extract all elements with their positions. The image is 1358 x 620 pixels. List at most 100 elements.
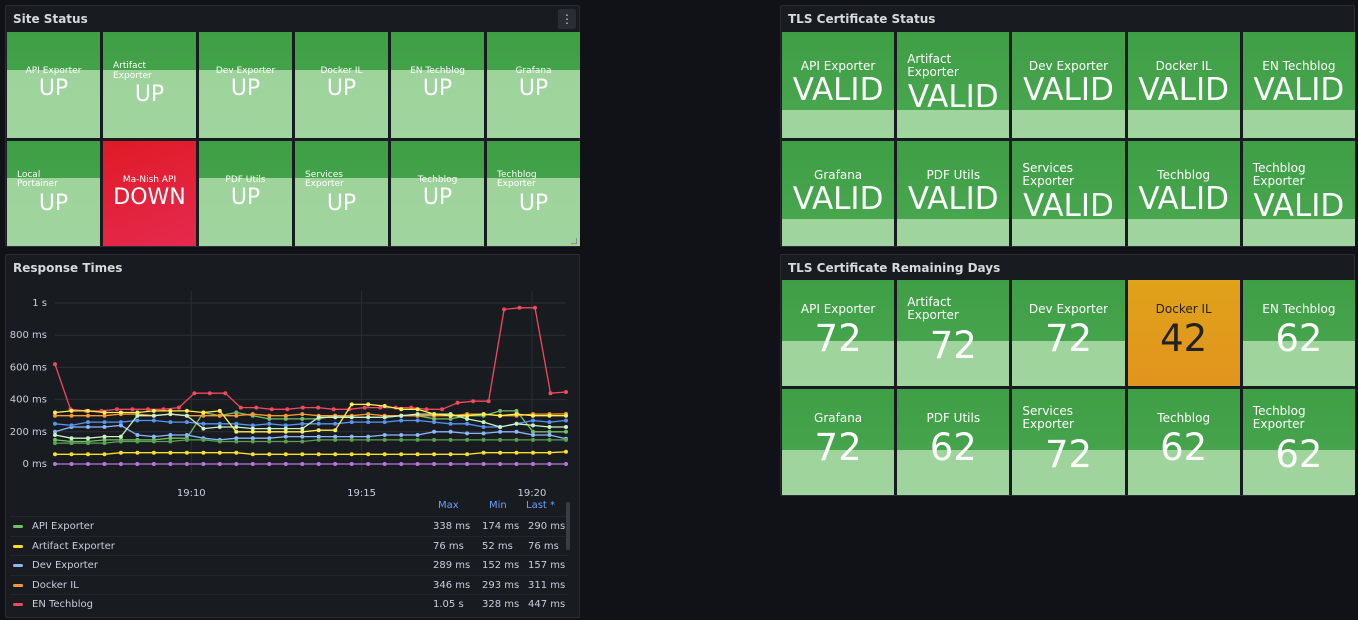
legend-max: 1.05 s xyxy=(433,599,464,610)
legend-row[interactable]: API Exporter 338 ms 174 ms 290 ms xyxy=(10,516,568,536)
tile-label: Techblog Exporter xyxy=(1252,404,1306,432)
tile-value: 62 xyxy=(929,426,977,469)
legend-header-max[interactable]: Max xyxy=(438,500,459,511)
tls-days-tile[interactable]: Docker IL 42 xyxy=(1127,280,1240,386)
site-status-tile[interactable]: Docker IL UP xyxy=(295,32,388,138)
tile-sparkline xyxy=(391,178,484,246)
resize-handle[interactable] xyxy=(571,238,577,244)
tile-value: UP xyxy=(230,76,261,101)
tls-status-tile[interactable]: Docker IL VALID xyxy=(1127,32,1240,138)
tile-sparkline xyxy=(1012,110,1125,138)
legend-name: Dev Exporter xyxy=(32,560,98,571)
legend-row[interactable]: Dev Exporter 289 ms 152 ms 157 ms xyxy=(10,555,568,575)
tls-status-tile[interactable]: Services Exporter VALID xyxy=(1012,140,1125,246)
legend-row[interactable]: Artifact Exporter 76 ms 52 ms 76 ms xyxy=(10,535,568,556)
site-status-tile[interactable]: Grafana UP xyxy=(487,32,580,138)
legend-header-last[interactable]: Last * xyxy=(526,500,556,511)
tile-value: UP xyxy=(422,76,453,101)
legend-last: 290 ms xyxy=(528,521,566,532)
tile-sparkline xyxy=(199,69,292,138)
tile-value: VALID xyxy=(1138,180,1230,217)
tile-value: UP xyxy=(38,76,69,101)
tile-value: VALID xyxy=(1023,187,1114,224)
panel-title[interactable]: TLS Certificate Status xyxy=(788,12,936,26)
tls-days-tile[interactable]: Dev Exporter 72 xyxy=(1012,280,1125,386)
tile-label: Docker IL xyxy=(320,66,363,76)
tile-sparkline xyxy=(1242,341,1355,386)
tile-label: Techblog xyxy=(1157,167,1211,182)
tile-value: VALID xyxy=(907,180,999,217)
tls-days-tile[interactable]: Techblog 62 xyxy=(1127,389,1240,495)
site-status-tile[interactable]: API Exporter UP xyxy=(7,32,100,138)
tls-status-tile[interactable]: Dev Exporter VALID xyxy=(1012,32,1125,138)
tls-status-tile[interactable]: Grafana VALID xyxy=(782,140,895,246)
tls-days-tile[interactable]: Services Exporter 72 xyxy=(1012,389,1125,495)
tile-label: Artifact Exporter xyxy=(907,52,959,80)
tls-days-tile[interactable]: EN Techblog 62 xyxy=(1242,280,1355,386)
tls-days-tile[interactable]: API Exporter 72 xyxy=(782,280,895,386)
tile-sparkline xyxy=(897,450,1010,495)
kebab-menu-icon[interactable]: ⋮ xyxy=(558,9,576,29)
legend-row[interactable]: EN Techblog 1.05 s 328 ms 447 ms xyxy=(10,594,568,614)
panel-title[interactable]: Site Status xyxy=(13,12,88,26)
site-status-tile[interactable]: Artifact Exporter UP xyxy=(103,32,196,138)
tls-days-tile[interactable]: Artifact Exporter 72 xyxy=(897,280,1010,386)
tile-label: API Exporter xyxy=(800,59,876,73)
panel-title[interactable]: TLS Certificate Remaining Days xyxy=(788,261,1001,275)
tls-status-tile[interactable]: Techblog VALID xyxy=(1127,140,1240,246)
tls-status-tile[interactable]: Artifact Exporter VALID xyxy=(897,32,1010,138)
tls-days-tile[interactable]: Techblog Exporter 62 xyxy=(1242,389,1355,495)
legend-min: 52 ms xyxy=(482,540,513,552)
legend-name: Artifact Exporter xyxy=(32,540,115,552)
tile-sparkline xyxy=(897,218,1010,246)
tls-status-tile[interactable]: API Exporter VALID xyxy=(782,32,895,138)
tile-label: PDF Utils xyxy=(225,174,266,185)
legend-min: 293 ms xyxy=(482,579,520,591)
tile-label: Services Exporter xyxy=(305,169,344,190)
tile-sparkline xyxy=(487,69,580,138)
tile-label: Artifact Exporter xyxy=(907,295,959,323)
legend-scrollbar[interactable] xyxy=(566,502,570,550)
tile-sparkline xyxy=(7,178,100,246)
tile-label: Services Exporter xyxy=(1022,160,1074,188)
tile-sparkline xyxy=(1127,110,1240,138)
site-status-tile[interactable]: Local Portainer UP xyxy=(7,140,100,246)
legend-row[interactable]: Docker IL 346 ms 293 ms 311 ms xyxy=(10,574,568,595)
tile-label: Techblog xyxy=(417,174,458,185)
tls-status-tile[interactable]: PDF Utils VALID xyxy=(897,140,1010,246)
legend-min: 328 ms xyxy=(482,599,520,610)
tile-value: 72 xyxy=(814,426,862,469)
tile-value: DOWN xyxy=(113,184,186,210)
tile-label: Dev Exporter xyxy=(1028,302,1109,316)
tile-label: Techblog Exporter xyxy=(1252,160,1306,188)
tile-label: EN Techblog xyxy=(1262,302,1336,316)
site-status-tile[interactable]: PDF Utils UP xyxy=(199,140,292,246)
tile-sparkline xyxy=(897,110,1010,138)
tls-days-tile[interactable]: PDF Utils 62 xyxy=(897,389,1010,495)
tile-sparkline xyxy=(1127,450,1240,495)
site-status-tile[interactable]: EN Techblog UP xyxy=(391,32,484,138)
tls-days-tile[interactable]: Grafana 72 xyxy=(782,389,895,495)
site-status-tile[interactable]: Ma-Nish API DOWN xyxy=(103,140,196,246)
site-status-tile[interactable]: Services Exporter UP xyxy=(295,140,388,246)
tile-value: UP xyxy=(326,76,357,101)
tile-value: 42 xyxy=(1160,317,1208,360)
tile-sparkline xyxy=(1012,450,1125,495)
tls-status-tile[interactable]: Techblog Exporter VALID xyxy=(1242,140,1355,246)
tls-days-panel: TLS Certificate Remaining Days API Expor… xyxy=(780,254,1355,496)
legend-header-min[interactable]: Min xyxy=(489,500,507,511)
site-status-tile[interactable]: Techblog UP xyxy=(391,140,484,246)
tls-status-tile[interactable]: EN Techblog VALID xyxy=(1242,32,1355,138)
legend-min: 152 ms xyxy=(482,560,520,571)
legend-color-swatch xyxy=(13,583,23,587)
site-status-tile[interactable]: Techblog Exporter UP xyxy=(487,140,580,246)
site-status-tile[interactable]: Dev Exporter UP xyxy=(199,32,292,138)
legend-max: 346 ms xyxy=(433,579,471,591)
tile-value: UP xyxy=(38,190,69,216)
panel-title[interactable]: Response Times xyxy=(13,261,123,275)
tile-label: Artifact Exporter xyxy=(113,61,152,81)
tile-sparkline xyxy=(199,178,292,246)
tile-sparkline xyxy=(782,218,895,246)
tile-label: Techblog xyxy=(1157,411,1211,425)
legend-min: 174 ms xyxy=(482,521,520,532)
